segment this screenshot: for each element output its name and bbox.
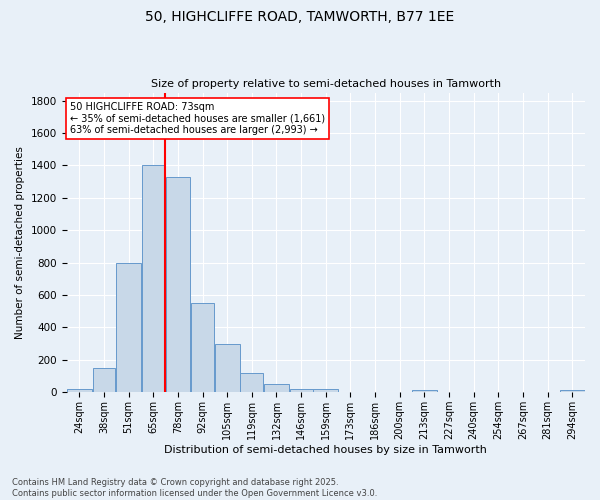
- Bar: [264, 384, 289, 392]
- Bar: [92, 368, 115, 392]
- Bar: [166, 177, 190, 392]
- Text: 50, HIGHCLIFFE ROAD, TAMWORTH, B77 1EE: 50, HIGHCLIFFE ROAD, TAMWORTH, B77 1EE: [145, 10, 455, 24]
- Bar: [241, 373, 263, 392]
- Bar: [560, 390, 584, 392]
- Y-axis label: Number of semi-detached properties: Number of semi-detached properties: [15, 146, 25, 339]
- Bar: [142, 166, 164, 392]
- Bar: [412, 390, 437, 392]
- Bar: [191, 303, 214, 392]
- Text: 50 HIGHCLIFFE ROAD: 73sqm
← 35% of semi-detached houses are smaller (1,661)
63% : 50 HIGHCLIFFE ROAD: 73sqm ← 35% of semi-…: [70, 102, 325, 136]
- Bar: [67, 389, 92, 392]
- Bar: [215, 344, 239, 392]
- Bar: [290, 389, 313, 392]
- Bar: [313, 389, 338, 392]
- Title: Size of property relative to semi-detached houses in Tamworth: Size of property relative to semi-detach…: [151, 79, 501, 89]
- Text: Contains HM Land Registry data © Crown copyright and database right 2025.
Contai: Contains HM Land Registry data © Crown c…: [12, 478, 377, 498]
- X-axis label: Distribution of semi-detached houses by size in Tamworth: Distribution of semi-detached houses by …: [164, 445, 487, 455]
- Bar: [116, 262, 141, 392]
